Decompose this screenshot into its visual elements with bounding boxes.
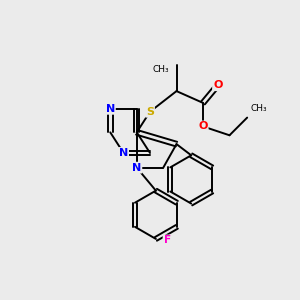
Text: CH₃: CH₃: [152, 65, 169, 74]
Text: N: N: [119, 148, 128, 158]
Text: O: O: [198, 122, 208, 131]
Text: CH₃: CH₃: [250, 104, 267, 113]
Text: N: N: [132, 163, 141, 173]
Text: O: O: [213, 80, 222, 90]
Text: S: S: [146, 107, 154, 117]
Text: F: F: [164, 236, 171, 245]
Text: N: N: [106, 104, 115, 114]
